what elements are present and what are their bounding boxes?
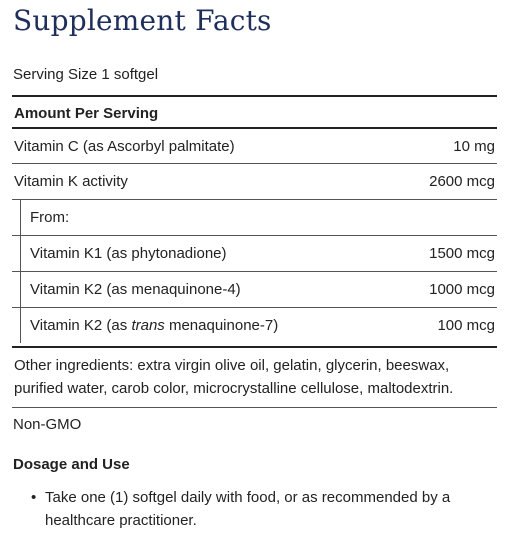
other-ingredients: Other ingredients: extra virgin olive oi… — [12, 346, 497, 408]
nutrient-label: Vitamin K2 (as menaquinone-4) — [30, 281, 241, 298]
nutrient-row-vitamin-k2-mk4: Vitamin K2 (as menaquinone-4) 1000 mcg — [12, 271, 497, 307]
label-italic: trans — [131, 317, 165, 334]
nutrient-label: From: — [30, 209, 70, 226]
dosage-list: • Take one (1) softgel daily with food, … — [31, 486, 503, 532]
sub-indent-line — [20, 200, 21, 235]
nutrient-amount: 1500 mcg — [429, 245, 495, 262]
list-item: • Take one (1) softgel daily with food, … — [31, 486, 503, 532]
nutrient-label: Vitamin K1 (as phytonadione) — [30, 245, 227, 262]
nutrient-label: Vitamin C (as Ascorbyl palmitate) — [14, 138, 235, 155]
nutrient-row-vitamin-c: Vitamin C (as Ascorbyl palmitate) 10 mg — [12, 127, 497, 163]
bullet-icon: • — [31, 489, 37, 506]
nutrient-label: Vitamin K activity — [14, 173, 128, 190]
nutrient-row-vitamin-k: Vitamin K activity 2600 mcg — [12, 163, 497, 199]
dosage-text: Take one (1) softgel daily with food, or… — [45, 489, 451, 529]
amount-per-serving-row: Amount Per Serving — [12, 95, 497, 127]
dosage-title: Dosage and Use — [13, 456, 130, 473]
non-gmo-note: Non-GMO — [13, 416, 82, 433]
nutrient-amount: 10 mg — [453, 138, 495, 155]
nutrient-amount: 2600 mcg — [429, 173, 495, 190]
facts-table: Amount Per Serving Vitamin C (as Ascorby… — [12, 95, 497, 343]
nutrient-row-vitamin-k2-mk7: Vitamin K2 (as trans menaquinone-7) 100 … — [12, 307, 497, 343]
nutrient-amount: 100 mcg — [437, 317, 495, 334]
label-suffix: menaquinone-7) — [164, 317, 279, 334]
serving-size: Serving Size 1 softgel — [13, 66, 159, 83]
sub-indent-line — [20, 236, 21, 271]
sub-indent-line — [20, 308, 21, 343]
nutrient-amount: 1000 mcg — [429, 281, 495, 298]
nutrient-row-from: From: — [12, 199, 497, 235]
label-prefix: Vitamin K2 (as — [30, 317, 132, 334]
nutrient-row-vitamin-k1: Vitamin K1 (as phytonadione) 1500 mcg — [12, 235, 497, 271]
amount-per-serving-label: Amount Per Serving — [14, 105, 159, 122]
nutrient-label: Vitamin K2 (as trans menaquinone-7) — [30, 317, 278, 334]
sub-indent-line — [20, 272, 21, 307]
page-title: Supplement Facts — [13, 4, 272, 37]
